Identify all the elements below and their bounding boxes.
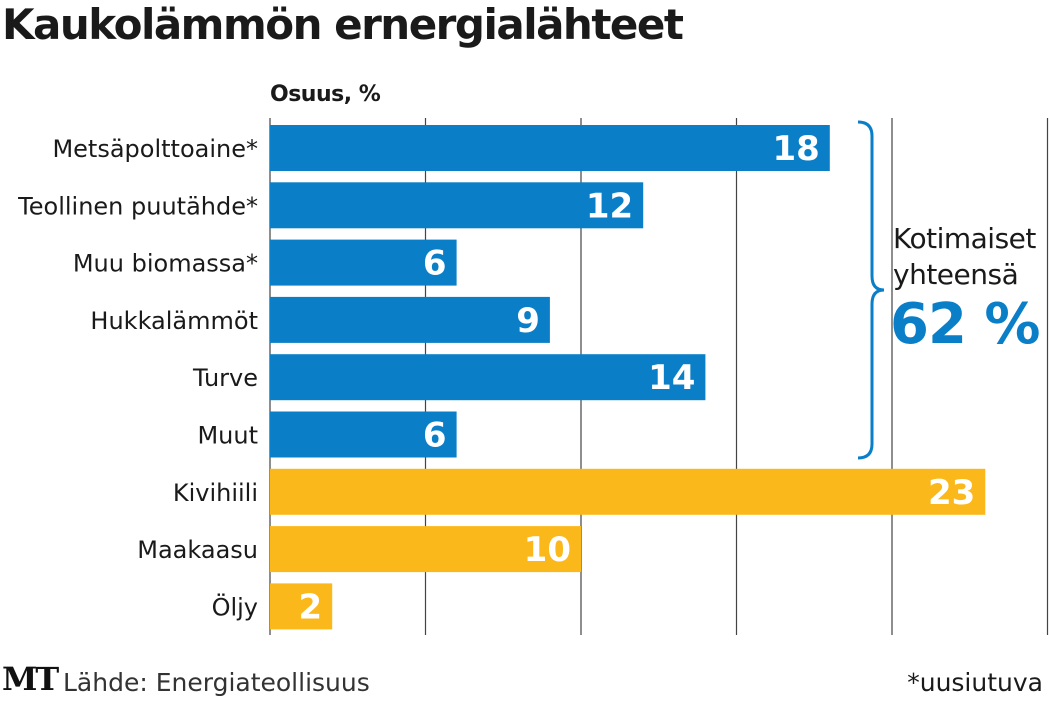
chart-title: Kaukolämmön ernergialähteet	[2, 0, 684, 49]
category-label: Teollinen puutähde*	[17, 192, 258, 220]
footnote: *uusiutuva	[907, 668, 1043, 697]
category-label: Maakaasu	[137, 536, 258, 564]
source-label: Lähde: Energiateollisuus	[63, 668, 370, 697]
category-label: Öljy	[212, 592, 258, 621]
category-label: Metsäpolttoaine*	[52, 135, 258, 163]
bar	[270, 583, 333, 630]
category-label: Muu biomassa*	[73, 250, 258, 278]
bar	[270, 468, 986, 515]
annotation-line1: Kotimaiset	[893, 222, 1036, 255]
category-label: Hukkalämmöt	[90, 307, 258, 335]
category-label: Turve	[192, 364, 258, 392]
data-label: 14	[648, 358, 695, 398]
bar	[270, 239, 457, 286]
bar	[270, 296, 550, 343]
annotation-total: 62 %	[890, 292, 1041, 357]
data-label: 6	[423, 244, 447, 284]
category-label: Muut	[197, 422, 258, 450]
data-label: 12	[586, 186, 633, 226]
data-label: 6	[423, 416, 447, 456]
bar	[270, 182, 644, 229]
bar	[270, 354, 706, 401]
data-label: 23	[928, 473, 975, 513]
brace-icon	[857, 120, 885, 460]
bar	[270, 125, 830, 171]
data-label: 9	[516, 301, 540, 341]
bar	[270, 411, 457, 458]
category-label: Kivihiili	[173, 479, 258, 507]
axis-unit-label: Osuus, %	[270, 82, 381, 107]
mt-logo: MT	[2, 660, 59, 698]
annotation-line2: yhteensä	[893, 258, 1019, 291]
data-label: 2	[299, 587, 323, 627]
data-label: 18	[772, 129, 819, 169]
data-label: 10	[524, 530, 571, 570]
bar	[270, 526, 581, 573]
